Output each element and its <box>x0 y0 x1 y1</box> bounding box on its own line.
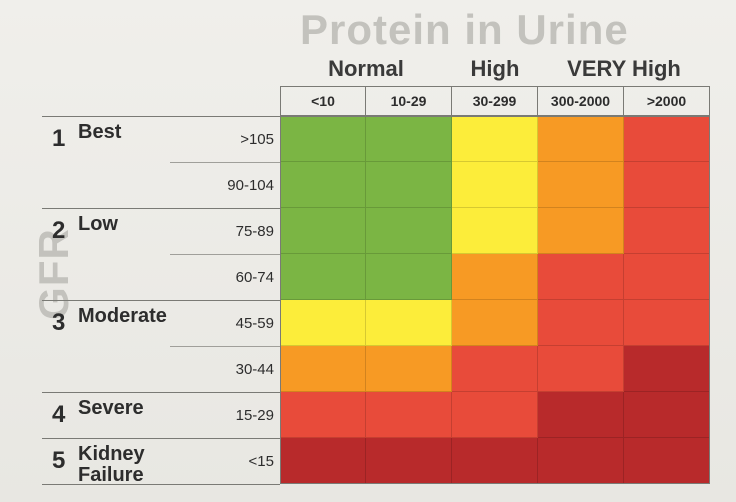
grid-line <box>42 116 280 117</box>
col-header: 30-299 <box>452 86 538 116</box>
heatmap-cell <box>280 254 366 300</box>
heatmap-cell <box>624 116 710 162</box>
heatmap-cell <box>452 116 538 162</box>
col-header: >2000 <box>624 86 710 116</box>
chart-container: GFR Protein in Urine NormalHighVERY High… <box>0 0 736 502</box>
grid-line <box>42 484 280 485</box>
row-number: 3 <box>52 309 65 337</box>
col-group-label: High <box>452 56 538 82</box>
heatmap-cell <box>452 300 538 346</box>
heatmap-cell <box>452 208 538 254</box>
grid-line <box>42 392 280 393</box>
row-number: 5 <box>52 447 65 475</box>
heatmap-cell <box>280 300 366 346</box>
heatmap-cell <box>624 254 710 300</box>
heatmap-cell <box>452 438 538 484</box>
axis-title-protein: Protein in Urine <box>300 6 710 54</box>
heatmap-cell <box>280 116 366 162</box>
heatmap-cell <box>366 300 452 346</box>
row-range: >105 <box>190 131 274 148</box>
heatmap-cell <box>538 254 624 300</box>
heatmap-cell <box>538 346 624 392</box>
grid-line <box>42 208 280 209</box>
grid-line-minor <box>170 346 280 347</box>
heatmap-cell <box>624 392 710 438</box>
row-range: 90-104 <box>190 177 274 194</box>
heatmap-cell <box>366 254 452 300</box>
heatmap-cell <box>452 346 538 392</box>
heatmap-cell <box>280 162 366 208</box>
grid-line-minor <box>170 162 280 163</box>
row-range: 60-74 <box>190 269 274 286</box>
row-label: Low <box>78 214 118 235</box>
col-group-label: Normal <box>280 56 452 82</box>
col-header: 300-2000 <box>538 86 624 116</box>
heatmap-cell <box>452 254 538 300</box>
heatmap-cell <box>366 162 452 208</box>
heatmap-cell <box>366 438 452 484</box>
row-label: Kidney Failure <box>78 444 145 486</box>
col-header: <10 <box>280 86 366 116</box>
heatmap-cell <box>538 300 624 346</box>
heatmap-cell <box>538 392 624 438</box>
heatmap-cell <box>366 392 452 438</box>
heatmap-cell <box>280 392 366 438</box>
col-header: 10-29 <box>366 86 452 116</box>
grid-line-minor <box>170 254 280 255</box>
row-range: 45-59 <box>190 315 274 332</box>
row-label: Moderate <box>78 306 167 327</box>
col-group-label: VERY High <box>538 56 710 82</box>
heatmap-cell <box>366 116 452 162</box>
row-range: 30-44 <box>190 361 274 378</box>
heatmap-cell <box>624 300 710 346</box>
row-label: Severe <box>78 398 144 419</box>
heatmap-cell <box>280 208 366 254</box>
heatmap-cell <box>624 438 710 484</box>
heatmap-cell <box>624 162 710 208</box>
heatmap-cell <box>538 438 624 484</box>
row-range: 15-29 <box>190 407 274 424</box>
heatmap-cell <box>538 116 624 162</box>
heatmap-cell <box>538 162 624 208</box>
row-label: Best <box>78 122 121 143</box>
row-number: 4 <box>52 401 65 429</box>
grid-line <box>42 438 280 439</box>
heatmap-cell <box>452 162 538 208</box>
row-number: 1 <box>52 125 65 153</box>
heatmap-cell <box>624 346 710 392</box>
heatmap-cell <box>624 208 710 254</box>
heatmap-cell <box>538 208 624 254</box>
grid-line <box>42 300 280 301</box>
heatmap-cell <box>366 346 452 392</box>
heatmap-cell <box>366 208 452 254</box>
heatmap-cell <box>280 438 366 484</box>
row-number: 2 <box>52 217 65 245</box>
row-range: <15 <box>190 453 274 470</box>
row-range: 75-89 <box>190 223 274 240</box>
heatmap-cell <box>452 392 538 438</box>
heatmap-cell <box>280 346 366 392</box>
